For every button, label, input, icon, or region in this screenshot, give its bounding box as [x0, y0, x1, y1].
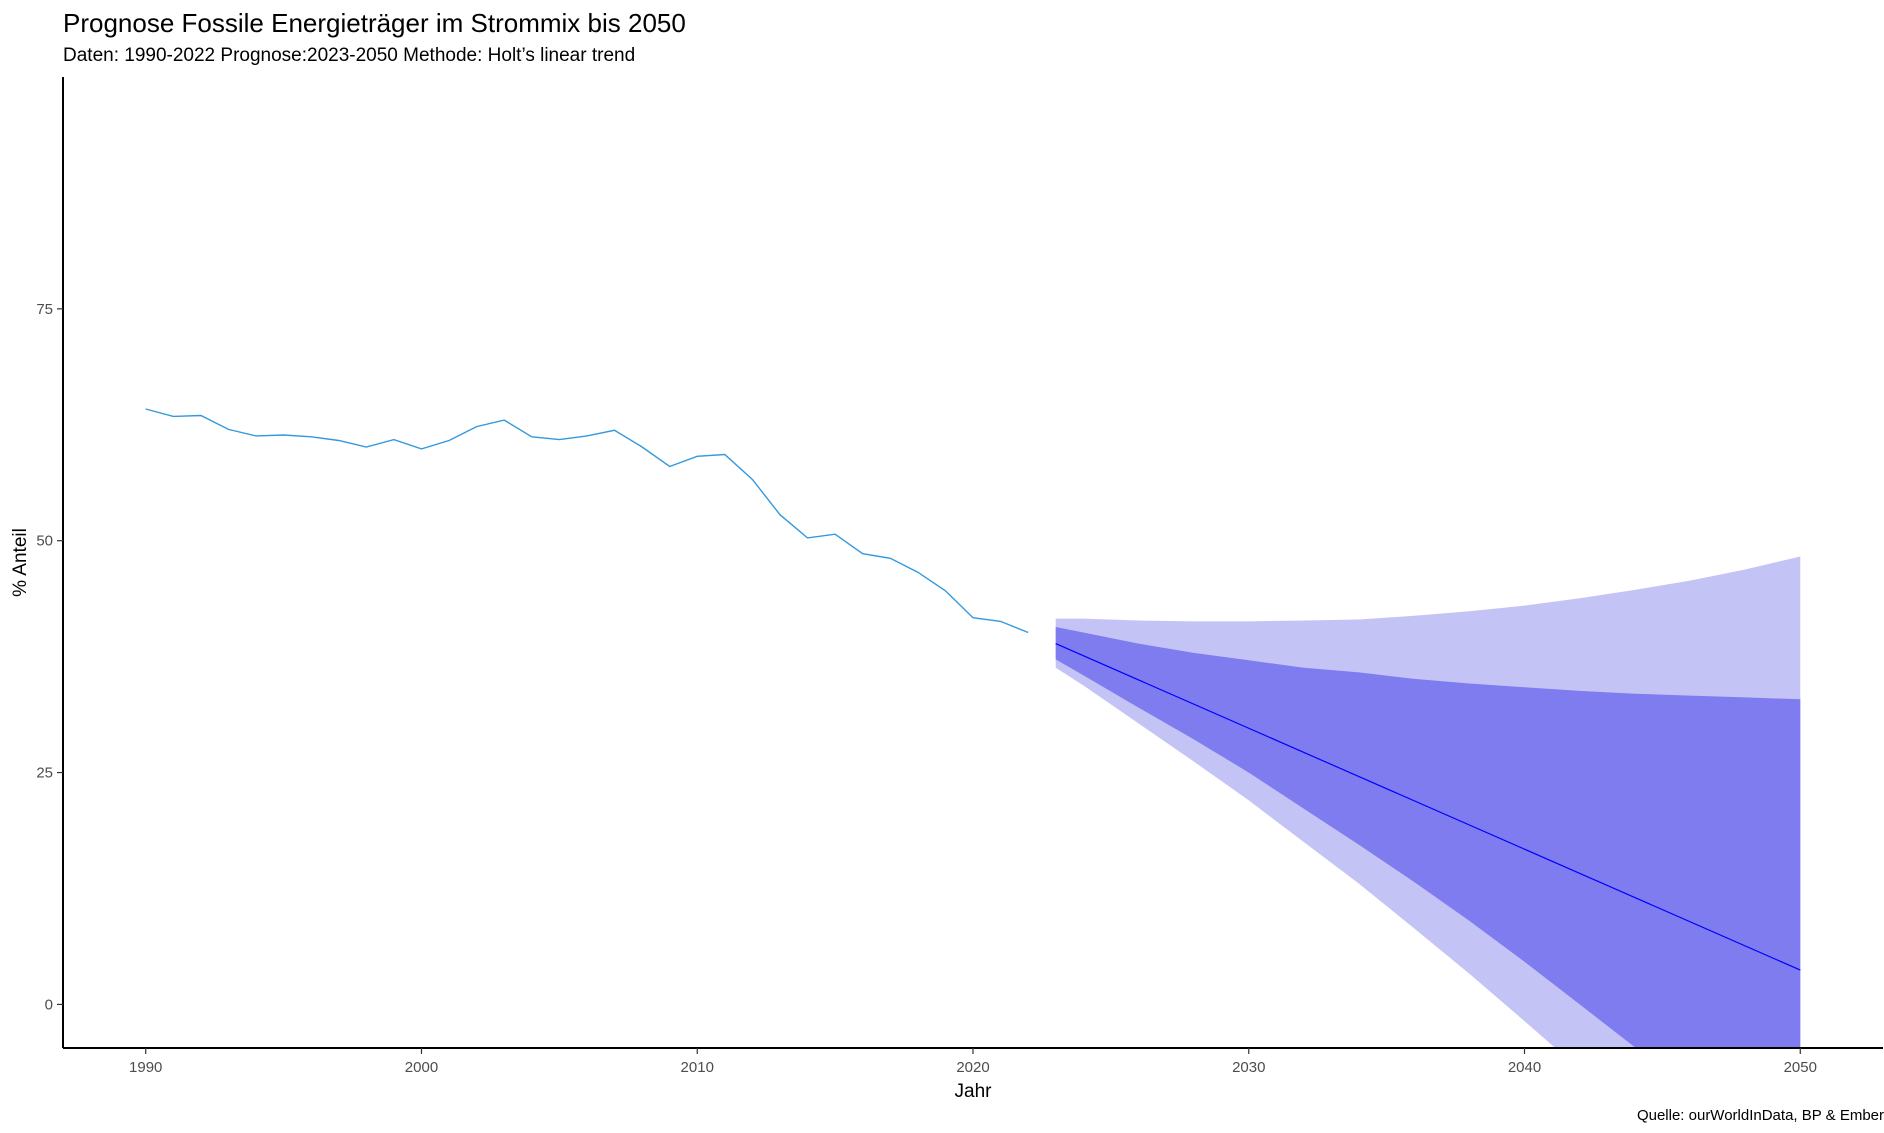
y-tick-label: 0 [45, 996, 53, 1013]
x-tick-label: 2000 [405, 1059, 438, 1076]
x-axis-ticks: 1990 2000 2010 2020 2030 2040 2050 [129, 1048, 1817, 1076]
confidence-band-80 [1055, 627, 1801, 1048]
y-tick-label: 50 [36, 533, 53, 550]
x-tick-label: 2030 [1232, 1059, 1265, 1076]
chart-source-caption: Quelle: ourWorldInData, BP & Ember [1636, 1107, 1884, 1124]
series-lines [145, 408, 1801, 971]
chart-title: Prognose Fossile Energieträger im Stromm… [63, 8, 686, 38]
y-axis-ticks: 0 25 50 75 [36, 301, 63, 1013]
forecast-line [1055, 643, 1801, 971]
x-axis-title: Jahr [955, 1081, 993, 1102]
history-line [145, 408, 1029, 634]
y-tick-label: 25 [36, 765, 53, 782]
y-axis-title: % Anteil [10, 528, 31, 597]
chart-subtitle: Daten: 1990-2022 Prognose:2023-2050 Meth… [63, 45, 636, 66]
x-tick-label: 2010 [681, 1059, 714, 1076]
y-tick-label: 75 [36, 301, 53, 318]
confidence-bands [1055, 556, 1801, 1048]
x-tick-label: 2050 [1784, 1059, 1817, 1076]
x-tick-label: 2020 [956, 1059, 989, 1076]
x-tick-label: 1990 [129, 1059, 162, 1076]
x-tick-label: 2040 [1508, 1059, 1541, 1076]
